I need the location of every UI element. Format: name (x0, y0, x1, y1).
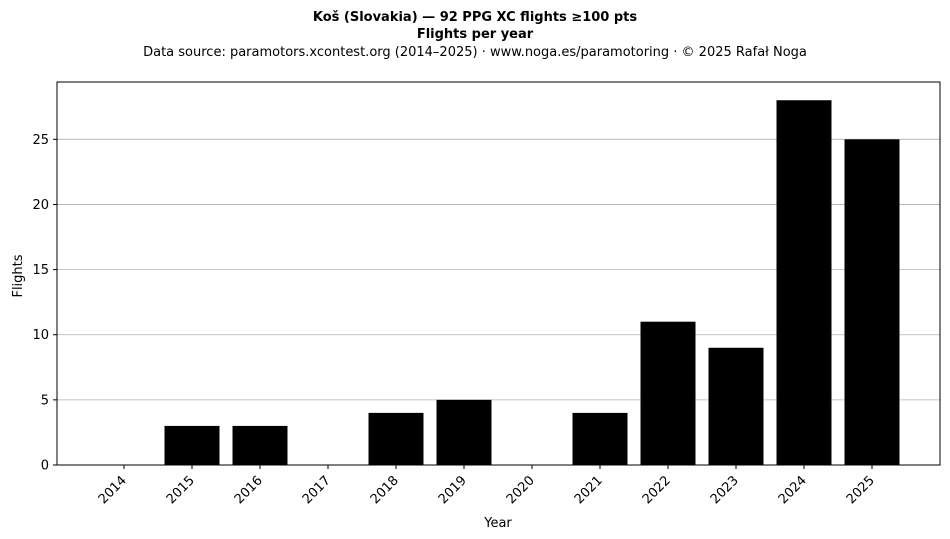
bars (164, 100, 900, 465)
x-tick-label: 2021 (572, 473, 606, 507)
y-axis: 0 5 10 15 20 25 (32, 133, 57, 474)
y-tick-label: 10 (32, 328, 49, 343)
bar-2016 (232, 425, 288, 465)
y-axis-label: Flights (11, 254, 26, 297)
chart-source-note: Data source: paramotors.xcontest.org (20… (143, 45, 807, 60)
x-tick-label: 2014 (96, 473, 130, 507)
x-tick-label: 2017 (300, 473, 334, 507)
y-tick-label: 0 (41, 459, 49, 474)
bar-2019 (436, 399, 492, 465)
chart-title: Koš (Slovakia) — 92 PPG XC flights ≥100 … (313, 10, 638, 25)
y-tick-label: 5 (41, 393, 49, 408)
y-tick-label: 15 (32, 263, 49, 278)
y-tick-label: 25 (32, 133, 49, 148)
x-tick-label: 2025 (844, 473, 878, 507)
x-tick-label: 2022 (640, 473, 674, 507)
x-tick-label: 2018 (368, 473, 402, 507)
x-tick-label: 2016 (232, 473, 266, 507)
bar-2025 (844, 139, 900, 465)
plot-frame (56, 81, 941, 466)
y-tick-label: 20 (32, 198, 49, 213)
bar-2021 (572, 412, 628, 465)
bar-2022 (640, 321, 696, 465)
x-tick-label: 2020 (504, 473, 538, 507)
x-tick-label: 2023 (708, 473, 742, 507)
bar-2024 (776, 100, 832, 465)
x-tick-label: 2024 (776, 473, 810, 507)
bar-2018 (368, 412, 424, 465)
bar-2023 (708, 347, 764, 465)
x-axis-label: Year (483, 516, 512, 531)
x-tick-label: 2019 (436, 473, 470, 507)
chart-subtitle: Flights per year (417, 27, 534, 42)
bar-2015 (164, 425, 220, 465)
x-tick-label: 2015 (164, 473, 198, 507)
x-axis: 2014 2015 2016 2017 2018 2019 2020 2021 2022 2023… (96, 465, 878, 507)
